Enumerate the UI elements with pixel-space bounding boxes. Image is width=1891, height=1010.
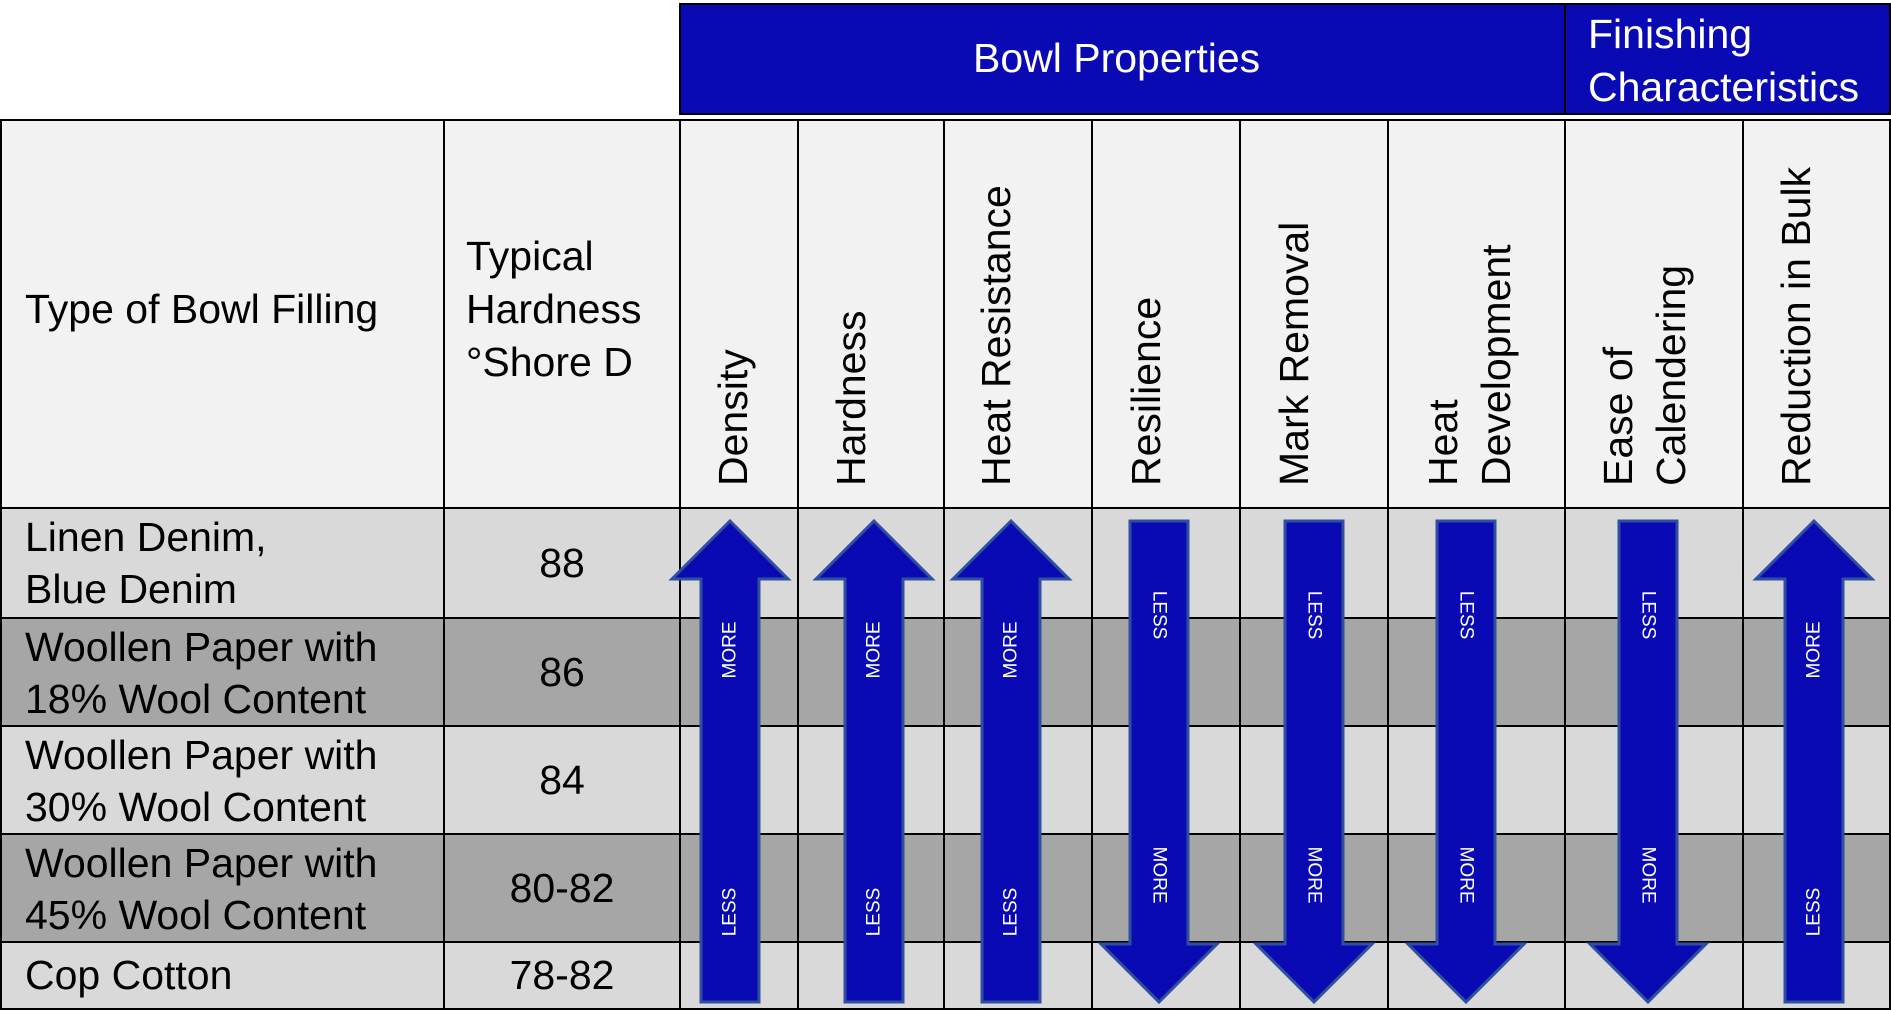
arrow-shape <box>1252 519 1376 1005</box>
row-hardness-value: 78-82 <box>509 952 615 998</box>
header-cell-heat-resistance <box>943 119 1093 509</box>
column-title-hardness-line1: Typical <box>466 233 594 279</box>
arrow-shape <box>1752 518 1876 1004</box>
arrow-shape <box>1097 519 1221 1005</box>
row-hardness-value: 80-82 <box>509 865 615 911</box>
arrow-shape <box>812 518 936 1004</box>
arrow-label: MORE <box>1001 622 1022 679</box>
row-label-line1: Linen Denim, <box>25 514 267 560</box>
table-cell <box>0 941 445 1010</box>
column-title-filling: Type of Bowl Filling <box>25 286 379 332</box>
arrow-label: MORE <box>1149 847 1170 904</box>
arrow-shape <box>1404 519 1528 1005</box>
arrow-label: MORE <box>1304 847 1325 904</box>
arrow-label: MORE <box>1804 622 1825 679</box>
table-cell <box>0 833 445 943</box>
column-title-hardness-line3: °Shore D <box>466 339 633 385</box>
resilience-arrow: LESS MORE <box>1097 519 1221 1005</box>
mark-removal-arrow: LESS MORE <box>1252 519 1376 1005</box>
row-label-line2: Blue Denim <box>25 566 237 612</box>
arrow-label: MORE <box>720 622 741 679</box>
table-cell <box>443 941 681 1010</box>
heat-resistance-arrow: MORE LESS <box>949 518 1073 1004</box>
header-cell-ease-of-calendering <box>1564 119 1744 509</box>
row-label-line1: Woollen Paper with <box>25 840 378 886</box>
row-hardness-value: 84 <box>539 757 585 803</box>
finishing-title-line2: Characteristics <box>1588 64 1860 110</box>
row-label-line1: Woollen Paper with <box>25 624 378 670</box>
arrow-label: LESS <box>864 888 885 937</box>
arrow-label: LESS <box>1304 591 1325 640</box>
arrow-label: LESS <box>1804 888 1825 937</box>
arrow-label: MORE <box>864 622 885 679</box>
arrow-label: LESS <box>720 888 741 937</box>
row-label-line1: Cop Cotton <box>25 952 233 998</box>
table-cell <box>0 617 445 727</box>
hardness-arrow: MORE LESS <box>812 518 936 1004</box>
header-cell-reduction-in-bulk <box>1742 119 1891 509</box>
ease-of-calendering-arrow: LESS MORE <box>1586 519 1710 1005</box>
density-arrow: MORE LESS <box>668 518 792 1004</box>
arrow-label: LESS <box>1638 591 1659 640</box>
row-label-line2: 30% Wool Content <box>25 784 367 830</box>
arrow-label: MORE <box>1456 847 1477 904</box>
finishing-title-line1: Finishing <box>1588 11 1753 57</box>
arrow-label: LESS <box>1149 591 1170 640</box>
arrow-label: MORE <box>1638 847 1659 904</box>
column-title-hardness-line2: Hardness <box>466 286 642 332</box>
arrow-label: LESS <box>1456 591 1477 640</box>
reduction-in-bulk-arrow: MORE LESS <box>1752 518 1876 1004</box>
heat-development-arrow: LESS MORE <box>1404 519 1528 1005</box>
header-cell-mark-removal <box>1239 119 1389 509</box>
row-label-line2: 45% Wool Content <box>25 892 367 938</box>
arrow-shape <box>949 518 1073 1004</box>
arrow-shape <box>668 518 792 1004</box>
table-cell <box>0 507 445 619</box>
bowl-properties-title: Bowl Properties <box>973 35 1261 81</box>
arrow-label: LESS <box>1001 888 1022 937</box>
bowl-properties-banner <box>679 3 1891 115</box>
header-cell-density <box>679 119 799 509</box>
row-hardness-value: 86 <box>539 649 585 695</box>
table-cell <box>443 725 681 835</box>
row-label-line1: Woollen Paper with <box>25 732 378 778</box>
arrow-shape <box>1586 519 1710 1005</box>
banner-divider <box>1564 3 1566 115</box>
row-label-line2: 18% Wool Content <box>25 676 367 722</box>
row-hardness-value: 88 <box>539 540 585 586</box>
